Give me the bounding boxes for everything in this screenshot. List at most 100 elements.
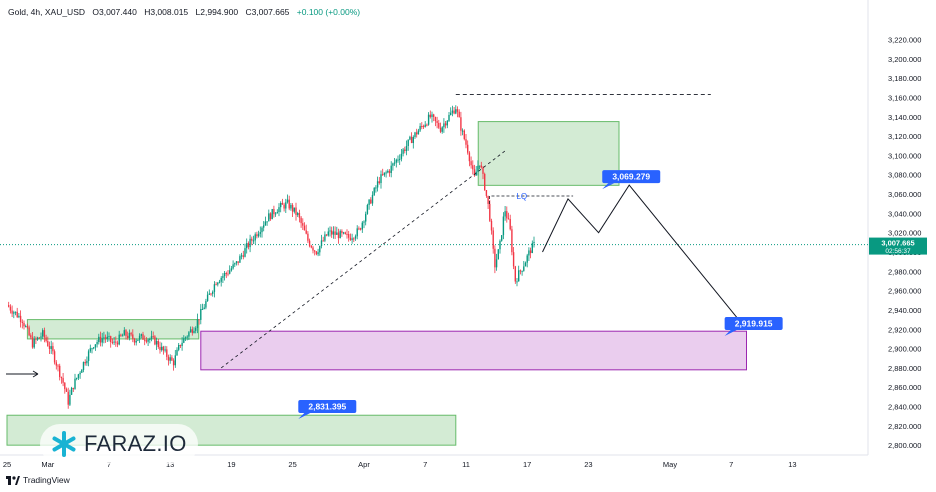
candle-body xyxy=(103,337,105,339)
candle-body xyxy=(492,230,494,249)
candle-body xyxy=(98,336,100,343)
candle-body xyxy=(19,315,22,322)
candle-body xyxy=(13,312,15,314)
candle-body xyxy=(290,204,292,209)
candle-body xyxy=(101,338,103,343)
candle-body xyxy=(181,342,183,346)
x-tick-label: 17 xyxy=(523,460,531,469)
candle-body xyxy=(395,159,397,163)
candle-body xyxy=(371,194,374,204)
candle-body xyxy=(201,309,204,311)
callout-pointer xyxy=(724,329,737,336)
candle-body xyxy=(111,342,114,344)
candle-body xyxy=(293,207,295,212)
candle-body xyxy=(385,172,387,174)
candle-body xyxy=(468,152,471,162)
candle-body xyxy=(283,204,285,209)
candle-body xyxy=(337,232,340,239)
candle-body xyxy=(455,109,457,114)
y-tick-label: 3,160.000 xyxy=(888,93,921,102)
candle-body xyxy=(263,225,265,228)
candle-body xyxy=(285,202,287,209)
candle-body xyxy=(48,346,51,349)
candle-body xyxy=(67,391,69,405)
price-callout: 3,069.279 xyxy=(602,170,661,190)
candle-body xyxy=(450,112,452,115)
candle-body xyxy=(203,307,205,310)
candle-body xyxy=(45,337,47,341)
candle-body xyxy=(342,232,345,234)
candle-body xyxy=(62,378,64,383)
candle-body xyxy=(317,252,319,255)
candle-body xyxy=(212,291,214,294)
candle-body xyxy=(179,344,182,346)
candle-body xyxy=(417,130,420,135)
candle-body xyxy=(47,340,49,347)
candle-body xyxy=(65,389,68,392)
candle-body xyxy=(448,114,450,121)
candle-body xyxy=(215,284,217,286)
candle-body xyxy=(161,346,163,351)
candle-body xyxy=(438,122,440,128)
candle-body xyxy=(526,255,528,263)
candle-body xyxy=(502,216,505,236)
y-tick-label: 2,800.000 xyxy=(888,441,921,450)
candle-body xyxy=(388,170,391,174)
candle-body xyxy=(324,234,326,241)
candle-body xyxy=(451,110,454,113)
candle-body xyxy=(427,114,430,125)
candle-body xyxy=(140,334,142,336)
candle-body xyxy=(298,213,301,218)
price-callout: 2,919.915 xyxy=(724,316,783,336)
price-label-box xyxy=(869,237,927,255)
watermark-text: FARAZ.IO xyxy=(84,431,187,456)
candle-body xyxy=(297,213,299,215)
candle-body xyxy=(315,251,318,255)
candle-body xyxy=(359,228,362,230)
tradingview-logo[interactable]: TradingView xyxy=(6,475,70,485)
candle-body xyxy=(8,305,10,307)
candle-body xyxy=(497,249,499,260)
candle-body xyxy=(184,337,187,339)
candle-body xyxy=(404,149,406,152)
y-tick-label: 2,960.000 xyxy=(888,287,921,296)
candle-body xyxy=(409,136,411,140)
candle-body xyxy=(162,346,165,351)
candle-body xyxy=(222,276,224,278)
candle-body xyxy=(52,346,54,352)
candle-body xyxy=(529,250,532,254)
x-tick-label: 11 xyxy=(462,460,470,469)
candle-body xyxy=(523,266,525,271)
x-tick-label: 13 xyxy=(788,460,796,469)
candle-body xyxy=(531,243,533,254)
candle-body xyxy=(42,330,44,337)
candle-body xyxy=(113,341,115,343)
candle-body xyxy=(38,337,40,339)
candle-body xyxy=(125,330,127,336)
y-tick-label: 3,220.000 xyxy=(888,35,921,44)
candle-body xyxy=(305,230,307,234)
candle-body xyxy=(482,167,484,174)
candle-body xyxy=(220,277,222,282)
candle-body xyxy=(470,161,472,166)
candle-body xyxy=(79,372,81,375)
candle-body xyxy=(443,123,445,128)
candle-body xyxy=(36,337,39,340)
candle-body xyxy=(322,240,324,242)
candle-body xyxy=(138,335,141,340)
y-tick-label: 3,080.000 xyxy=(888,171,921,180)
candle-body xyxy=(174,355,176,366)
candle-body xyxy=(460,117,462,131)
symbol-header: Gold, 4h, XAU_USD O3,007.440 H3,008.015 … xyxy=(8,7,365,17)
candle-body xyxy=(133,338,136,343)
candle-body xyxy=(115,341,117,343)
candle-body xyxy=(414,132,416,137)
x-tick-label: Apr xyxy=(358,460,370,469)
y-tick-label: 2,860.000 xyxy=(888,383,921,392)
ohlc-open: O3,007.440 xyxy=(92,7,137,17)
candle-body xyxy=(278,207,280,213)
candle-body xyxy=(490,220,493,231)
candle-body xyxy=(514,266,516,282)
